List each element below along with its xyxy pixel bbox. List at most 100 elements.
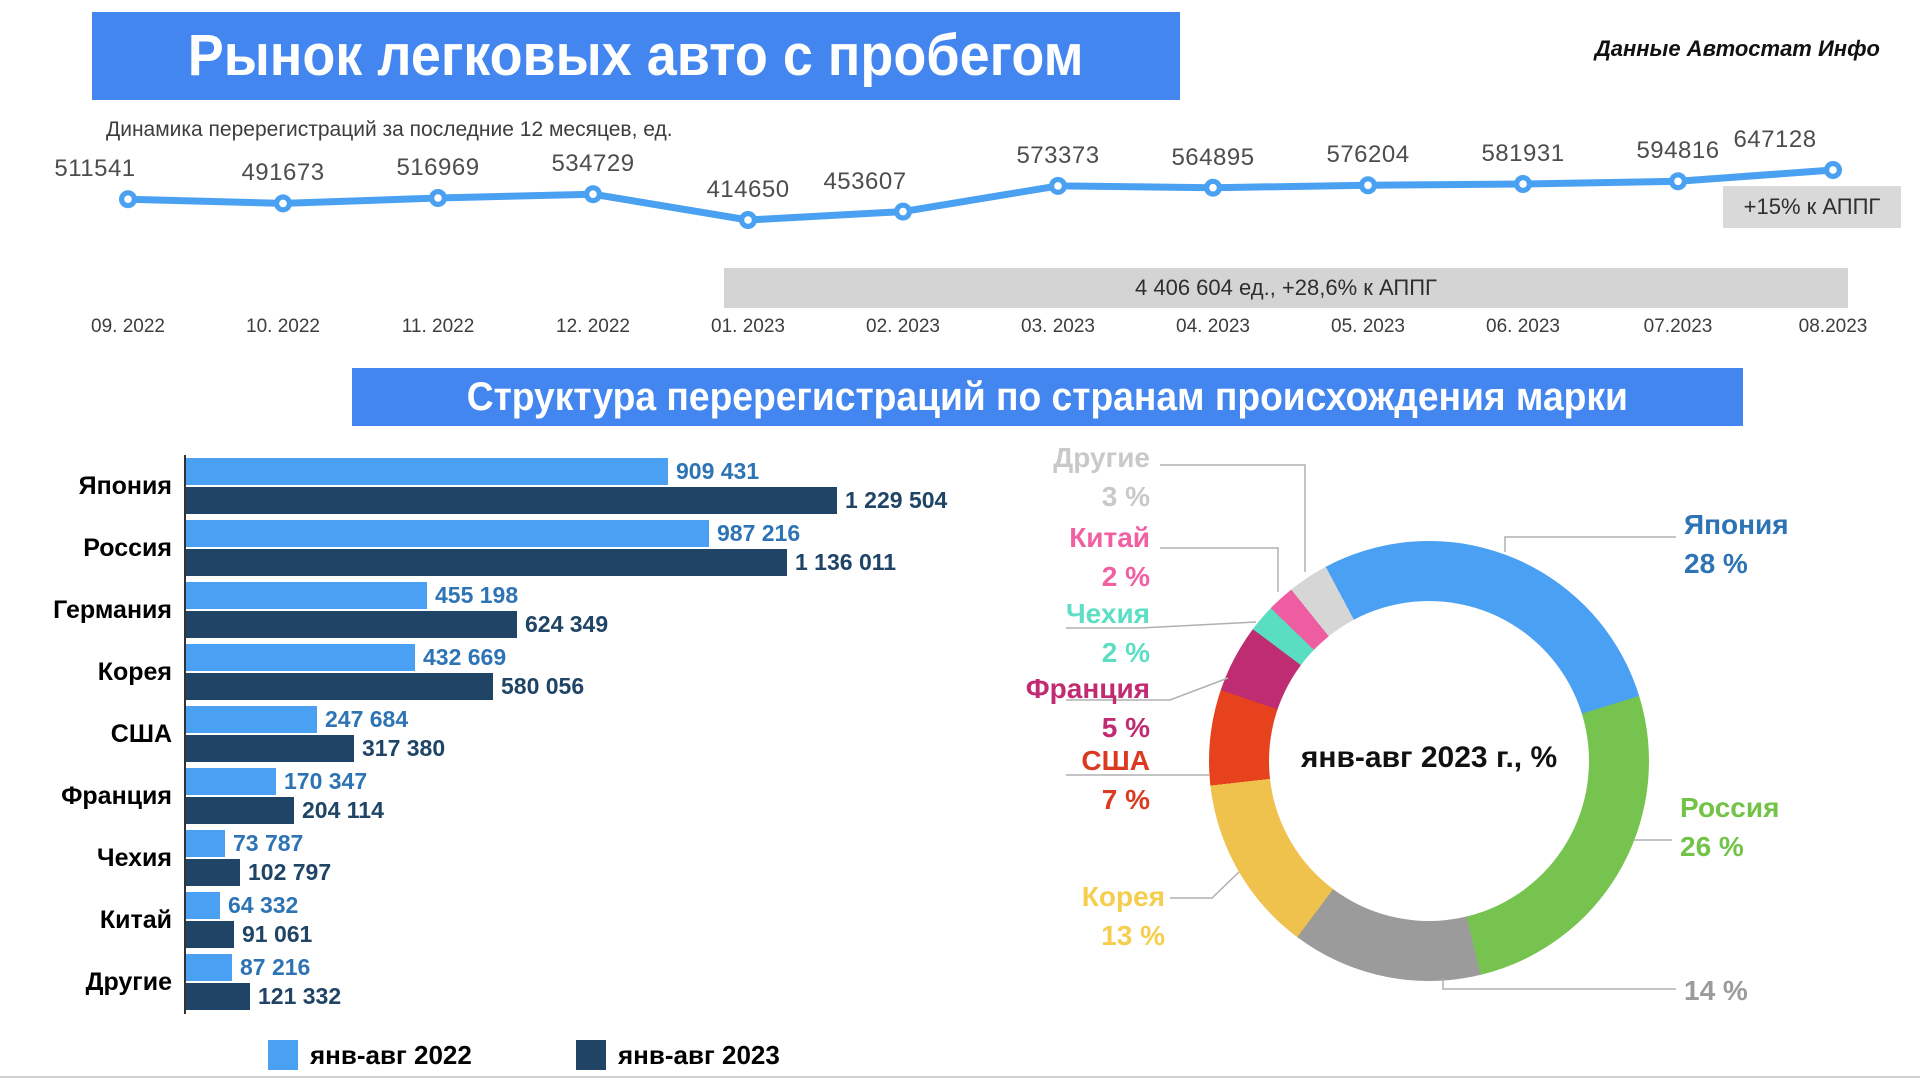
country-label: Германия bbox=[53, 596, 172, 624]
bar-2022 bbox=[186, 582, 427, 609]
line-point-value: 491673 bbox=[241, 159, 325, 187]
donut-callout-Другие: Другие 3 % bbox=[1053, 438, 1150, 516]
bar-value-label: 909 431 bbox=[676, 458, 760, 484]
donut-country: Япония bbox=[1684, 509, 1789, 540]
bar-value-label: 432 669 bbox=[423, 644, 507, 670]
country-label: США bbox=[110, 720, 172, 748]
x-axis-month-label: 04. 2023 bbox=[1176, 316, 1250, 337]
donut-callout-Чехия: Чехия 2 % bbox=[1066, 594, 1150, 672]
country-label: Чехия bbox=[97, 844, 172, 872]
data-source-note: Данные Автостат Инфо bbox=[1594, 36, 1880, 61]
bar-value-label: 170 347 bbox=[284, 768, 368, 794]
bottom-divider bbox=[0, 1076, 1920, 1078]
bar-2022 bbox=[186, 830, 225, 857]
bar-value-label: 64 332 bbox=[228, 892, 299, 918]
bar-value-label: 580 056 bbox=[501, 673, 585, 699]
line-point-value: 647128 bbox=[1733, 126, 1817, 153]
bar-2023 bbox=[186, 921, 234, 948]
x-axis-month-label: 11. 2022 bbox=[401, 316, 475, 337]
donut-country: Корея bbox=[1081, 881, 1165, 912]
x-axis-month-label: 08.2023 bbox=[1798, 316, 1868, 337]
donut-percent: 14 % bbox=[1684, 975, 1748, 1006]
line-point-value: 581931 bbox=[1481, 140, 1565, 168]
bar-value-label: 317 380 bbox=[362, 735, 446, 761]
donut-center-label: янв-авг 2023 г., % bbox=[1300, 741, 1558, 774]
bar-2023 bbox=[186, 735, 354, 762]
x-axis-month-label: 10. 2022 bbox=[246, 316, 320, 337]
bar-2023 bbox=[186, 611, 517, 638]
legend-label: янв-авг 2022 bbox=[310, 1040, 472, 1070]
section-title-banner: Структура перерегистраций по странам про… bbox=[352, 368, 1743, 426]
legend-swatch bbox=[576, 1040, 606, 1070]
line-point-value: 414650 bbox=[706, 176, 790, 203]
donut-callout-Япония: Япония 28 % bbox=[1684, 505, 1789, 583]
bar-value-label: 121 332 bbox=[258, 983, 342, 1009]
line-point-value: 453607 bbox=[823, 167, 907, 195]
line-point-value: 534729 bbox=[551, 150, 635, 178]
growth-annotation-box: +15% к АППГ bbox=[1723, 186, 1901, 228]
donut-callout-Россия: Россия 26 % bbox=[1680, 788, 1779, 866]
bar-2022 bbox=[186, 768, 276, 795]
donut-country: США bbox=[1081, 745, 1150, 776]
main-title-banner: Рынок легковых авто с пробегом bbox=[92, 12, 1180, 100]
donut-percent: 2 % bbox=[1101, 561, 1150, 592]
x-axis-month-label: 05. 2023 bbox=[1331, 316, 1405, 337]
bar-2023 bbox=[186, 673, 493, 700]
country-label: Япония bbox=[78, 472, 172, 500]
bar-2023 bbox=[186, 549, 787, 576]
bar-2023 bbox=[186, 797, 294, 824]
donut-callout-Корея: Корея 13 % bbox=[1082, 877, 1165, 955]
donut-country: Другие bbox=[1053, 442, 1150, 473]
x-axis-month-label: 02. 2023 bbox=[866, 316, 940, 337]
bar-2022 bbox=[186, 954, 232, 981]
bar-value-label: 1 136 011 bbox=[795, 549, 897, 575]
bar-value-label: 1 229 504 bbox=[845, 487, 948, 513]
donut-callout-Франция: Франция 5 % bbox=[1026, 669, 1150, 747]
bar-chart-axis-line bbox=[184, 455, 186, 1014]
x-axis-month-label: 01. 2023 bbox=[711, 316, 785, 337]
x-axis-month-label: 12. 2022 bbox=[556, 316, 630, 337]
section-title: Структура перерегистраций по странам про… bbox=[466, 375, 1629, 419]
country-label: Россия bbox=[83, 534, 172, 562]
donut-percent: 2 % bbox=[1101, 637, 1150, 668]
x-axis-month-label: 03. 2023 bbox=[1021, 316, 1095, 337]
bar-value-label: 87 216 bbox=[240, 954, 311, 980]
country-label: Франция bbox=[61, 782, 172, 810]
donut-country: Китай bbox=[1069, 522, 1150, 553]
bar-2023 bbox=[186, 859, 240, 886]
donut-percent: 28 % bbox=[1684, 548, 1748, 579]
line-point-value: 594816 bbox=[1636, 137, 1720, 165]
line-chart bbox=[119, 161, 1842, 229]
bar-2023 bbox=[186, 487, 837, 514]
donut-callout-unnamed: 14 % bbox=[1684, 971, 1748, 1010]
bar-2022 bbox=[186, 706, 317, 733]
line-point-value: 511541 bbox=[54, 155, 136, 183]
x-axis-month-label: 09. 2022 bbox=[91, 316, 165, 337]
line-chart-subtitle: Динамика перерегистраций за последние 12… bbox=[106, 118, 673, 141]
line-point-value: 564895 bbox=[1171, 143, 1255, 171]
donut-percent: 26 % bbox=[1680, 831, 1744, 862]
donut-callout-США: США 7 % bbox=[1081, 741, 1150, 819]
bar-2022 bbox=[186, 520, 709, 547]
page-title: Рынок легковых авто с пробегом bbox=[188, 23, 1084, 88]
country-label: Китай bbox=[99, 906, 172, 934]
country-label: Корея bbox=[97, 658, 172, 686]
line-point-value: 576204 bbox=[1326, 141, 1410, 169]
bar-value-label: 987 216 bbox=[717, 520, 801, 546]
bar-2022 bbox=[186, 892, 220, 919]
bar-value-label: 204 114 bbox=[302, 797, 384, 823]
donut-percent: 7 % bbox=[1101, 784, 1150, 815]
bar-value-label: 91 061 bbox=[242, 921, 313, 947]
x-axis-month-label: 07.2023 bbox=[1643, 316, 1713, 337]
legend-label: янв-авг 2023 bbox=[618, 1040, 780, 1070]
donut-percent: 5 % bbox=[1101, 712, 1150, 743]
donut-percent: 13 % bbox=[1101, 920, 1165, 951]
country-label: Другие bbox=[85, 968, 172, 996]
bar-2023 bbox=[186, 983, 250, 1010]
donut-country: Россия bbox=[1680, 792, 1780, 823]
bar-value-label: 247 684 bbox=[325, 706, 409, 732]
bar-value-label: 73 787 bbox=[233, 830, 304, 856]
donut-hole bbox=[1269, 601, 1589, 921]
legend-swatch bbox=[268, 1040, 298, 1070]
